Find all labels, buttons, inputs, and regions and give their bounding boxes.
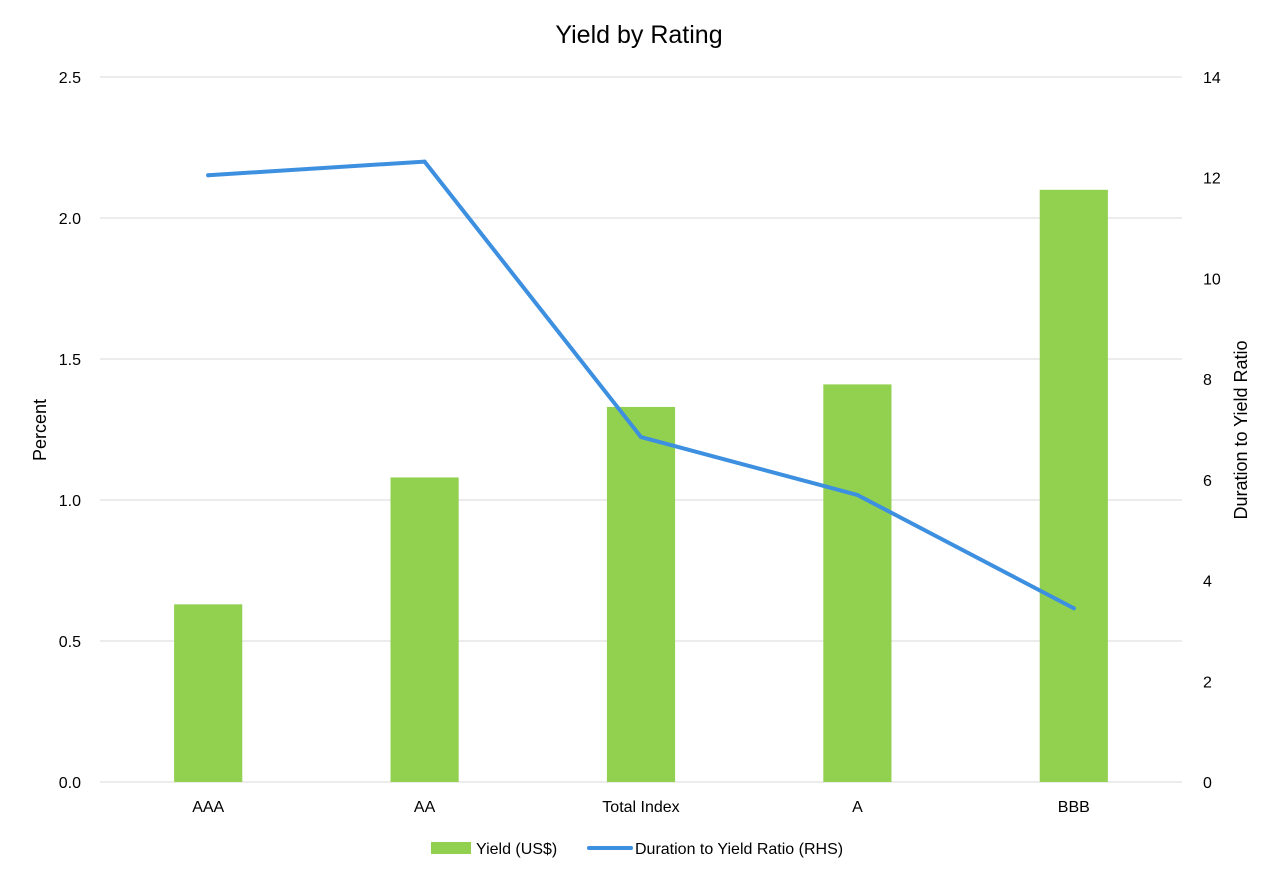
y-tick-label: 0.5 xyxy=(59,634,81,651)
y2-tick-label: 10 xyxy=(1203,271,1221,288)
y-tick-label: 2.0 xyxy=(59,211,81,228)
right-axis-ticks: 0 2 4 6 8 10 12 14 xyxy=(1203,70,1221,792)
bar xyxy=(606,406,676,782)
line-point xyxy=(1071,606,1076,611)
y-tick-label: 2.5 xyxy=(59,70,81,87)
bar xyxy=(1039,189,1108,783)
x-tick-label: Total Index xyxy=(602,799,679,816)
x-tick-label: BBB xyxy=(1058,799,1090,816)
y2-tick-label: 4 xyxy=(1203,574,1212,591)
bar-series xyxy=(174,189,1108,783)
bar xyxy=(390,477,459,782)
y-axis-title: Percent xyxy=(30,399,50,461)
y2-tick-label: 0 xyxy=(1203,775,1212,792)
chart-title: Yield by Rating xyxy=(555,21,722,49)
left-axis-ticks: 0.0 0.5 1.0 1.5 2.0 2.5 xyxy=(59,70,81,792)
line-point xyxy=(206,173,211,178)
x-tick-label: AAA xyxy=(192,799,224,816)
y-tick-label: 0.0 xyxy=(59,775,81,792)
y-tick-label: 1.5 xyxy=(59,352,81,369)
y2-tick-label: 14 xyxy=(1203,70,1221,87)
line-point xyxy=(639,435,643,440)
y2-tick-label: 12 xyxy=(1203,171,1221,188)
bar xyxy=(174,604,243,782)
y2-tick-label: 6 xyxy=(1203,473,1212,490)
bar xyxy=(823,384,892,782)
legend-label-yield: Yield (US$) xyxy=(476,841,557,858)
y2-tick-label: 2 xyxy=(1203,674,1212,691)
legend-label-duration: Duration to Yield Ratio (RHS) xyxy=(635,841,843,858)
legend-swatch-yield xyxy=(431,842,471,854)
category-axis-ticks: AAA AA Total Index A BBB xyxy=(192,799,1090,816)
x-tick-label: A xyxy=(852,799,863,816)
x-tick-label: AA xyxy=(414,799,436,816)
line-point xyxy=(855,492,860,497)
line-series xyxy=(206,159,1076,611)
line-point xyxy=(422,159,427,164)
y2-axis-title: Duration to Yield Ratio xyxy=(1231,340,1251,519)
legend: Yield (US$) Duration to Yield Ratio (RHS… xyxy=(431,841,843,858)
y-tick-label: 1.0 xyxy=(59,493,81,510)
y2-tick-label: 8 xyxy=(1203,372,1212,389)
